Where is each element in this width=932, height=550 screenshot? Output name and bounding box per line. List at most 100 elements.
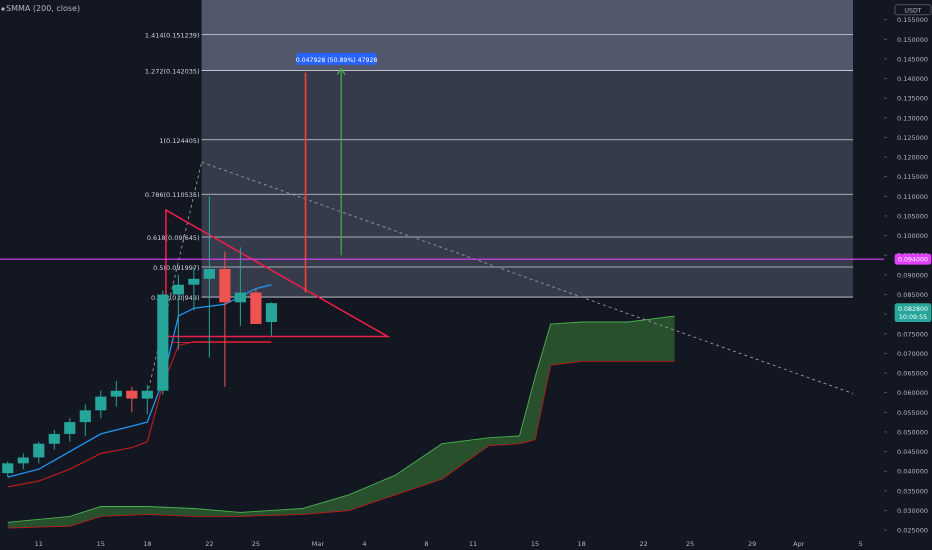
y-tick-label: 0.075000 [897, 330, 928, 338]
y-tick-label: 0.155000 [897, 16, 928, 24]
cloud-fill [7, 316, 675, 529]
measure-tag-text: 0.047928 (50.89%) 47928 [296, 57, 378, 64]
smma-lines [7, 284, 272, 488]
price-badge [894, 253, 932, 265]
dashed-trendline [146, 161, 854, 395]
y-tick-label: 0.030000 [897, 507, 928, 515]
x-axis: 11 15 18 22 25 Mar 4 8 11 15 18 22 25 29 Apr 5 [0, 536, 932, 550]
y-tick-label: 0.050000 [897, 428, 928, 436]
y-tick-label: 0.110000 [897, 193, 928, 201]
cloud [7, 315, 675, 529]
indicator-toggle-icon[interactable] [1, 7, 5, 11]
x-tick-label: 4 [362, 540, 366, 548]
x-tick-label: 18 [577, 540, 585, 548]
y-tick-label: 0.100000 [897, 232, 928, 240]
x-tick-label: 22 [639, 540, 647, 548]
candle-body [188, 278, 200, 285]
y-tick-label: 0.120000 [897, 154, 928, 162]
x-tick-label: 15 [97, 540, 105, 548]
x-tick-label: 15 [531, 540, 539, 548]
candle-body [126, 390, 138, 399]
cloud-upper-line [7, 315, 675, 523]
x-tick-label: 5 [859, 540, 863, 548]
candle-body [79, 410, 91, 423]
cloud-lower-line [7, 360, 675, 529]
price-badge-text: USDT [904, 7, 921, 14]
price-badge-text: 0.094000 [898, 257, 928, 264]
fib-level-label: 1.414(0.151239) [145, 31, 200, 39]
triangle-pattern [165, 208, 391, 343]
x-tick-label: 25 [252, 540, 260, 548]
price-badge-time: 10:09:55 [899, 314, 927, 321]
candle-body [110, 390, 122, 397]
green-arrow-head [336, 67, 346, 76]
y-tick-label: 0.065000 [897, 370, 928, 378]
y-tick-label: 0.055000 [897, 409, 928, 417]
y-tick-label: 0.135000 [897, 95, 928, 103]
candle-body [2, 463, 14, 474]
candle-body [219, 268, 231, 303]
triangle-outline [165, 208, 391, 338]
y-tick-label: 0.045000 [897, 448, 928, 456]
y-tick-label: 0.125000 [897, 134, 928, 142]
y-tick-label: 0.150000 [897, 36, 928, 44]
fib-level-label: 1.272(0.142035) [145, 68, 200, 76]
fib-level-label: 0.382(0.0|949) [151, 294, 200, 302]
x-tick-label: 29 [748, 540, 756, 548]
price-badge [894, 303, 932, 323]
x-tick-label: 11 [469, 540, 477, 548]
y-tick-label: 0.025000 [897, 527, 928, 535]
y-tick-label: 0.035000 [897, 487, 928, 495]
candle-body [234, 292, 246, 303]
x-tick-label: 11 [35, 540, 43, 548]
candle-body [48, 433, 60, 444]
y-tick-label: 0.060000 [897, 389, 928, 397]
price-badge [894, 4, 932, 16]
candles [2, 196, 277, 478]
y-tick-label: 0.070000 [897, 350, 928, 358]
candle-body [172, 284, 184, 295]
y-tick-label: 0.040000 [897, 468, 928, 476]
fib-level-label: 0.786(0.110535) [145, 191, 200, 199]
arrows: 0.047928 (50.89%) 47928 [296, 52, 378, 293]
y-axis-bg [884, 0, 932, 550]
x-tick-label: 25 [686, 540, 694, 548]
fib-levels: 1.414(0.151239) 1.272(0.142035) 1(0.124405… [145, 31, 853, 302]
indicator-label: SMMA (200, close) [6, 4, 81, 13]
candle-body [64, 422, 76, 434]
candle-body [250, 292, 262, 324]
x-tick-label: 18 [143, 540, 151, 548]
candle-body [33, 443, 45, 458]
y-tick-label: 0.090000 [897, 271, 928, 279]
fib-level-label: 0.618(0.09|645) [147, 234, 200, 242]
dashed-trend-up [146, 162, 203, 395]
x-axis-bg [0, 536, 932, 550]
candle-body [141, 390, 153, 399]
candle-body [203, 268, 215, 279]
x-tick-label: 22 [205, 540, 213, 548]
smma-fast-line [7, 284, 272, 478]
x-tick-label: 8 [424, 540, 428, 548]
y-tick-label: 0.145000 [897, 55, 928, 63]
candle-body [265, 303, 277, 322]
fib-level-label: 1(0.124405) [159, 137, 199, 145]
x-tick-label: Apr [793, 540, 805, 548]
y-tick-label: 0.115000 [897, 173, 928, 181]
y-tick-label: 0.085000 [897, 291, 928, 299]
candle-body [157, 294, 169, 391]
fib-zone-lower [201, 70, 853, 298]
measure-tag [296, 52, 377, 65]
dashed-trend-down [201, 161, 854, 394]
fib-level-label: 0.5(0.091997) [153, 264, 199, 272]
candle-body [17, 457, 29, 464]
y-tick-label: 0.140000 [897, 75, 928, 83]
smma-slow-line [7, 341, 272, 488]
y-axis: 0.155000 0.150000 0.145000 0.140000 0.135000… [884, 0, 932, 550]
candle-body [95, 396, 107, 411]
fib-fill [201, 0, 853, 298]
x-tick-label: Mar [312, 540, 325, 548]
y-tick-label: 0.105000 [897, 212, 928, 220]
y-tick-label: 0.130000 [897, 114, 928, 122]
